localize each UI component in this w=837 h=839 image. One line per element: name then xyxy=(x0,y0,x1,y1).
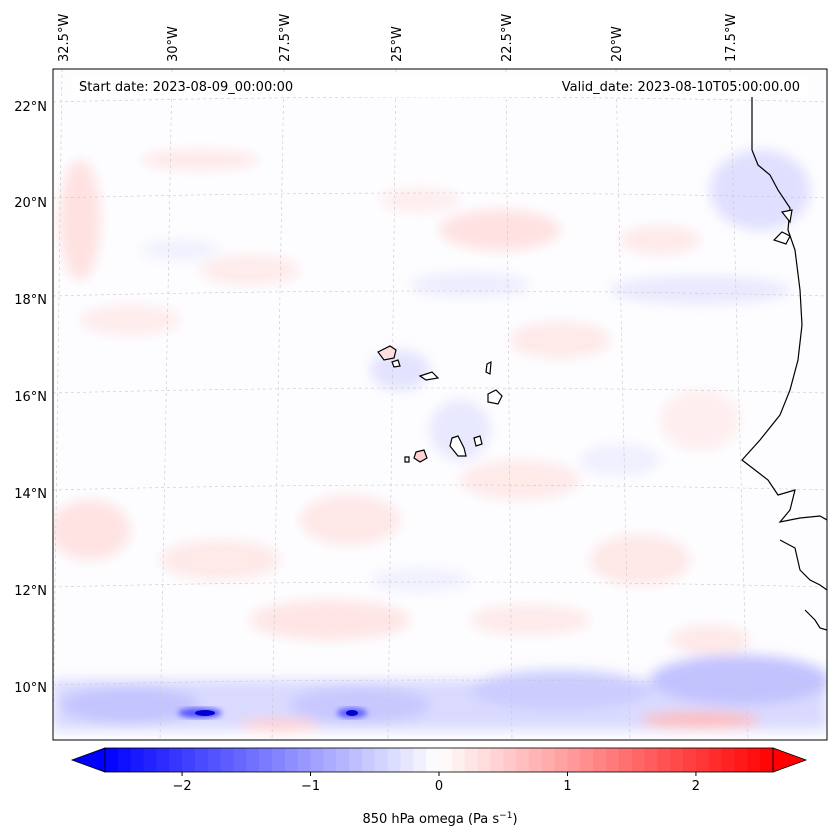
colorbar-cell xyxy=(310,748,324,772)
colorbar-cell xyxy=(747,748,761,772)
colorbar-cell xyxy=(657,748,671,772)
colorbar-cell xyxy=(721,748,735,772)
colorbar-cell xyxy=(413,748,427,772)
lon-label: 27.5°W xyxy=(278,14,293,62)
colorbar-tick-label: 0 xyxy=(435,779,443,794)
colorbar-cell xyxy=(464,748,479,772)
colorbar-tick-label: −2 xyxy=(172,779,191,794)
lon-label: 25°W xyxy=(390,26,405,62)
lat-label: 18°N xyxy=(14,293,47,308)
colorbar-cell xyxy=(194,748,209,772)
colorbar-label: 850 hPa omega (Pa s−1) xyxy=(362,811,517,827)
colorbar: −2 −1 0 1 2 850 hPa omega (Pa s−1) xyxy=(70,747,808,827)
colorbar-cell xyxy=(439,748,453,772)
omega-field xyxy=(53,150,827,731)
colorbar-cell xyxy=(105,748,119,772)
colorbar-cell xyxy=(207,748,222,772)
island-brava xyxy=(404,456,410,463)
colorbar-cell xyxy=(336,748,350,772)
island-sao-nicolau xyxy=(418,371,440,381)
colorbar-cell xyxy=(708,748,723,772)
colorbar-cell xyxy=(451,748,466,772)
colorbar-cell xyxy=(567,748,581,772)
colorbar-cell xyxy=(297,748,312,772)
colorbar-cell xyxy=(169,748,183,772)
colorbar-cell xyxy=(734,748,748,772)
lat-label: 16°N xyxy=(14,390,47,405)
cape-verde-islands xyxy=(377,345,503,463)
start-date-text: Start date: 2023-08-09_00:00:00 xyxy=(79,80,293,95)
colorbar-max-extend xyxy=(772,747,808,773)
island-maio xyxy=(473,435,483,447)
lat-label: 10°N xyxy=(14,681,47,696)
lat-label: 12°N xyxy=(14,584,47,599)
island-santiago xyxy=(449,435,467,457)
colorbar-cell xyxy=(233,748,247,772)
colorbar-cells xyxy=(105,748,774,772)
colorbar-cell xyxy=(580,748,594,772)
colorbar-tick-label: 1 xyxy=(563,779,571,794)
colorbar-cell xyxy=(490,748,504,772)
longitude-labels: 32.5°W 30°W 27.5°W 25°W 22.5°W 20°W 17.5… xyxy=(57,14,739,62)
date-header-box xyxy=(72,75,808,97)
lat-label: 14°N xyxy=(14,487,47,502)
colorbar-cell xyxy=(695,748,710,772)
colorbar-tick-label: 2 xyxy=(692,779,700,794)
colorbar-cell xyxy=(400,748,414,772)
colorbar-cell xyxy=(426,748,440,772)
colorbar-cell xyxy=(246,748,260,772)
colorbar-cell xyxy=(182,748,196,772)
coastline xyxy=(741,95,827,631)
colorbar-cell xyxy=(284,748,299,772)
island-boa-vista xyxy=(487,389,503,405)
colorbar-cell xyxy=(374,748,389,772)
colorbar-cell xyxy=(528,748,543,772)
colorbar-cell xyxy=(117,748,132,772)
colorbar-ticks: −2 −1 0 1 2 xyxy=(172,772,700,794)
colorbar-cell xyxy=(618,748,633,772)
island-fogo xyxy=(413,449,428,463)
colorbar-cell xyxy=(683,748,697,772)
colorbar-cell xyxy=(272,748,286,772)
colorbar-tick-label: −1 xyxy=(301,779,320,794)
lon-label: 20°W xyxy=(610,26,625,62)
lat-label: 22°N xyxy=(14,100,47,115)
colorbar-cell xyxy=(516,748,530,772)
colorbar-cell xyxy=(606,748,620,772)
graticule xyxy=(53,69,827,740)
lat-label: 20°N xyxy=(14,196,47,211)
colorbar-cell xyxy=(554,748,568,772)
colorbar-cell xyxy=(143,748,157,772)
valid-date-text: Valid_date: 2023-08-10T05:00:00.00 xyxy=(562,80,800,95)
colorbar-cell xyxy=(644,748,658,772)
island-sao-vicente xyxy=(391,359,401,368)
africa-coastline xyxy=(741,95,827,631)
colorbar-cell xyxy=(631,748,646,772)
colorbar-cell xyxy=(760,748,774,772)
colorbar-cell xyxy=(259,748,273,772)
lon-label: 32.5°W xyxy=(57,14,72,62)
colorbar-cell xyxy=(323,748,337,772)
colorbar-cell xyxy=(477,748,491,772)
colorbar-cell xyxy=(349,748,363,772)
lon-label: 17.5°W xyxy=(724,14,739,62)
colorbar-cell xyxy=(670,748,684,772)
colorbar-cell xyxy=(220,748,234,772)
colorbar-cell xyxy=(593,748,607,772)
latitude-labels: 22°N 20°N 18°N 16°N 14°N 12°N 10°N xyxy=(14,100,47,696)
colorbar-cell xyxy=(503,748,517,772)
colorbar-cell xyxy=(156,748,170,772)
colorbar-cell xyxy=(387,748,401,772)
lon-label: 22.5°W xyxy=(500,14,515,62)
colorbar-cell xyxy=(541,748,556,772)
colorbar-min-extend xyxy=(70,747,106,773)
island-santo-antao xyxy=(377,345,397,361)
colorbar-cell xyxy=(361,748,376,772)
island-sal xyxy=(485,360,492,375)
colorbar-cell xyxy=(130,748,145,772)
map-frame xyxy=(52,68,828,741)
lon-label: 30°W xyxy=(166,26,181,62)
